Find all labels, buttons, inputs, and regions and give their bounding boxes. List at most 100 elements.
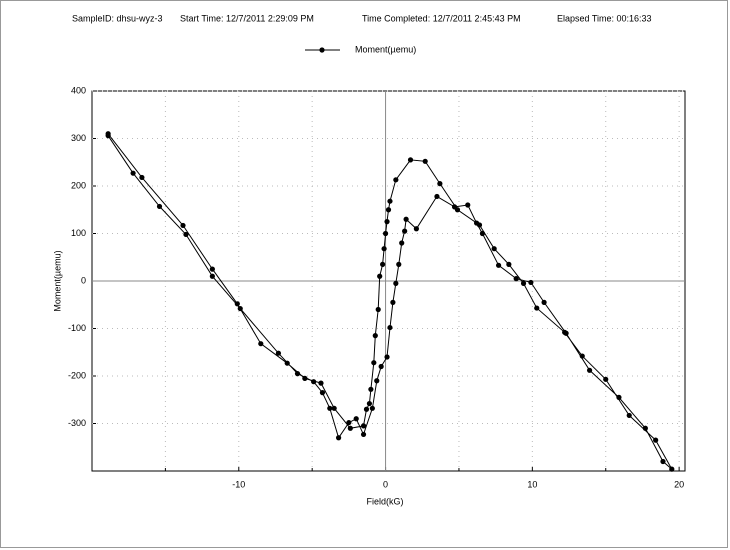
data-point <box>390 299 396 305</box>
data-point <box>476 222 483 228</box>
data-point <box>520 280 527 286</box>
data-point <box>479 230 486 237</box>
data-point <box>347 425 353 431</box>
data-point <box>156 203 163 210</box>
data-point <box>495 262 502 268</box>
x-tick-label: 20 <box>674 479 684 489</box>
data-point <box>384 219 390 225</box>
data-point <box>258 341 264 347</box>
data-point <box>368 386 374 392</box>
data-point <box>311 379 317 385</box>
data-point <box>369 405 375 411</box>
data-point <box>105 131 111 137</box>
data-point <box>586 367 593 373</box>
data-point <box>318 380 324 386</box>
data-point <box>413 226 419 232</box>
data-point <box>380 261 386 267</box>
legend-marker <box>319 47 325 53</box>
data-point <box>374 378 380 384</box>
data-point <box>130 170 136 176</box>
y-tick-label: 300 <box>71 133 86 143</box>
data-point <box>387 198 393 204</box>
data-point <box>372 333 378 339</box>
sample-id: SampleID: dhsu-wyz-3 <box>72 13 163 23</box>
data-point <box>294 371 301 377</box>
data-point <box>396 261 402 267</box>
y-tick-label: 0 <box>81 275 86 285</box>
data-point <box>399 240 405 246</box>
data-point <box>454 207 461 213</box>
data-point <box>660 458 666 465</box>
data-point <box>384 354 390 360</box>
data-point <box>385 207 392 213</box>
elapsed-time: Elapsed Time: 00:16:33 <box>557 13 652 23</box>
data-point <box>616 394 622 400</box>
data-point <box>506 261 512 267</box>
data-point <box>653 437 659 443</box>
data-point <box>371 360 377 366</box>
data-point <box>183 231 189 238</box>
x-axis-label: Field(kG) <box>366 496 403 506</box>
data-point <box>302 375 308 381</box>
data-point <box>378 363 384 370</box>
data-point <box>465 202 471 208</box>
data-point <box>603 376 609 382</box>
data-point <box>534 305 540 311</box>
data-point <box>393 177 399 183</box>
data-point <box>327 405 333 411</box>
y-tick-label: 200 <box>71 180 86 190</box>
data-point <box>237 305 243 312</box>
data-point <box>360 431 367 438</box>
y-tick-label: 400 <box>71 85 86 95</box>
data-point <box>393 280 399 286</box>
data-point <box>209 266 215 272</box>
x-tick-label: 0 <box>383 479 388 489</box>
data-point <box>403 216 409 222</box>
time-completed: Time Completed: 12/7/2011 2:45:43 PM <box>362 13 521 23</box>
data-point <box>562 329 568 335</box>
data-point <box>366 400 373 407</box>
data-point <box>209 273 215 279</box>
data-point <box>407 157 414 163</box>
data-point <box>422 158 428 164</box>
data-point <box>513 276 519 282</box>
series-line <box>107 133 673 470</box>
data-point <box>434 193 440 200</box>
y-tick-label: -100 <box>68 323 86 333</box>
data-point <box>381 246 387 252</box>
data-point <box>319 390 326 396</box>
data-point <box>346 419 352 426</box>
data-point <box>579 353 585 359</box>
data-point <box>335 435 342 441</box>
data-point <box>284 360 290 366</box>
data-point <box>437 181 443 187</box>
x-tick-label: 10 <box>527 479 537 489</box>
data-point <box>382 230 389 237</box>
data-point <box>402 228 408 234</box>
data-point <box>180 222 186 229</box>
data-point <box>642 425 648 431</box>
data-point <box>491 246 497 252</box>
legend-label: Moment(µemu) <box>355 44 416 54</box>
data-point <box>541 299 547 305</box>
data-point <box>363 406 370 412</box>
x-tick-label: -10 <box>232 479 245 489</box>
y-axis-label: Moment(µemu) <box>52 250 62 311</box>
data-point <box>375 306 381 313</box>
data-point <box>275 350 282 356</box>
data-point <box>528 279 534 286</box>
data-point <box>387 324 393 331</box>
data-point <box>669 466 675 472</box>
y-tick-label: -200 <box>68 370 86 380</box>
start-time: Start Time: 12/7/2011 2:29:09 PM <box>180 13 314 23</box>
data-point <box>360 423 367 429</box>
data-point <box>234 301 240 307</box>
data-point <box>139 174 145 181</box>
data-point <box>626 412 632 419</box>
data-point <box>353 416 359 422</box>
data-point <box>377 273 383 279</box>
y-tick-label: 100 <box>71 228 86 238</box>
